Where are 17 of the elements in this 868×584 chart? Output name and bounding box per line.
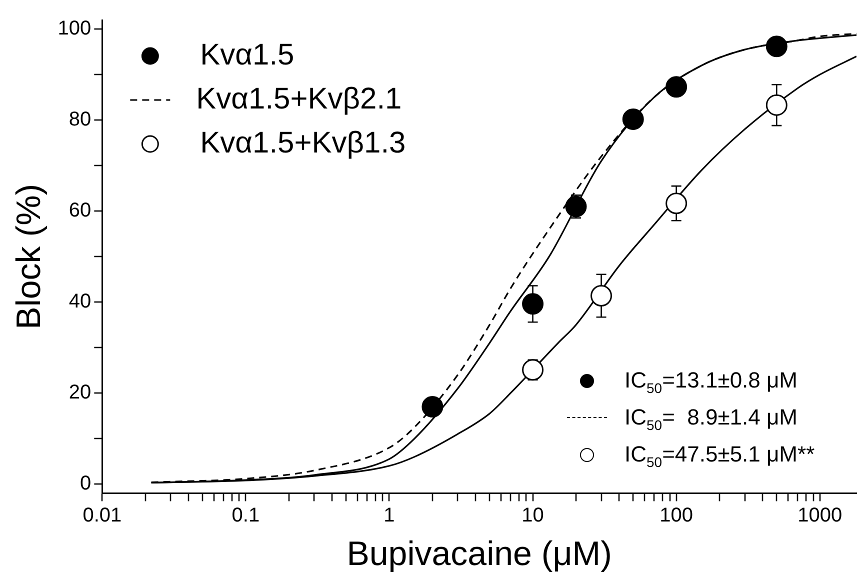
x-tick-label: 1: [384, 504, 395, 527]
y-tick-label: 0: [80, 472, 92, 495]
x-tick-label: 10: [522, 504, 544, 527]
legend-label: Kvα1.5+Kvβ2.1: [196, 82, 402, 116]
y-tick-label: 100: [58, 18, 92, 40]
y-tick-label: 20: [68, 382, 92, 404]
x-axis-title: Bupivacaine (μM): [346, 534, 612, 573]
y-tick-label: 40: [68, 290, 92, 313]
x-tick-label: 100: [660, 504, 694, 527]
y-tick-label: 80: [68, 108, 92, 131]
legend-label: Kvα1.5+Kvβ1.3: [200, 126, 406, 160]
y-tick-label: 60: [68, 200, 92, 222]
x-tick-label: 0.1: [232, 504, 260, 527]
x-tick-label: 0.01: [82, 504, 122, 527]
legend-label: Kvα1.5: [200, 38, 294, 72]
x-tick-label: 1000: [798, 504, 842, 527]
y-axis-title: Block (%): [10, 184, 48, 330]
